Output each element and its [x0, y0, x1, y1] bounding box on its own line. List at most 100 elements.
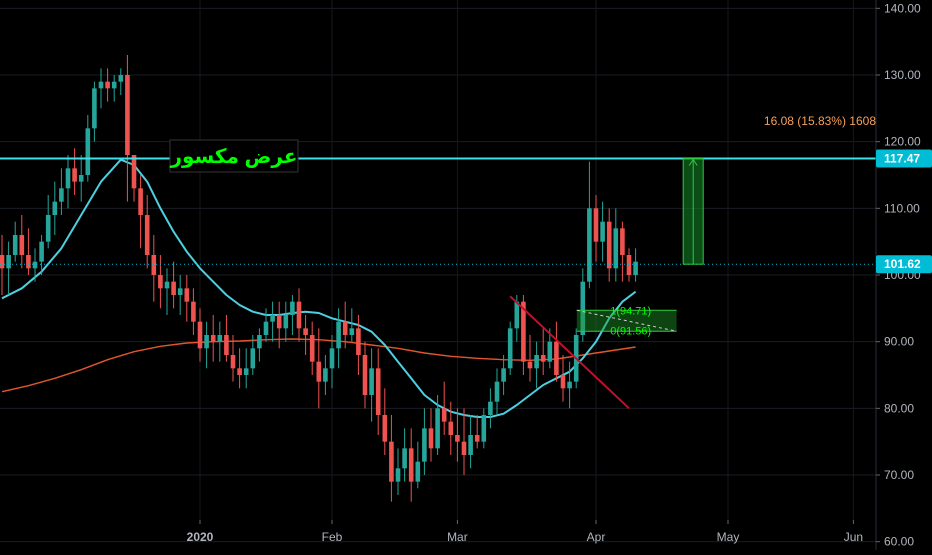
annotation-box: [169, 139, 299, 173]
x-tick-label: Jun: [844, 530, 863, 544]
candle-body: [72, 168, 77, 182]
candle-body: [131, 155, 137, 189]
last-price-tag: 101.62: [884, 257, 921, 271]
candle-body: [177, 288, 183, 295]
candle-body: [151, 255, 157, 275]
candle-body: [0, 255, 5, 269]
candle-body: [587, 208, 592, 282]
candle-body: [276, 315, 282, 329]
candle-body: [45, 215, 51, 242]
candle-body: [92, 88, 97, 129]
candle-body: [626, 255, 632, 275]
candle-body: [415, 461, 421, 482]
candle-body: [210, 335, 216, 342]
candle-body: [356, 328, 361, 355]
y-tick-label: 90.00: [884, 335, 914, 349]
candle-body: [39, 241, 44, 262]
candle-body: [78, 175, 84, 182]
candle-body: [336, 321, 341, 349]
y-axis[interactable]: 140.00130.00120.00110.00100.0090.0080.00…: [875, 0, 932, 550]
candle-body: [600, 221, 605, 242]
measure-label: 16.08 (15.83%) 1608: [764, 114, 876, 128]
candle-body: [19, 235, 25, 255]
candle-body: [448, 421, 454, 435]
candle-body: [296, 301, 302, 329]
candle-body: [237, 368, 242, 375]
y-tick-label: 140.00: [884, 1, 921, 15]
candle-body: [468, 435, 473, 455]
candlesticks: [0, 55, 638, 502]
candle-body: [243, 368, 249, 375]
drawing-tools[interactable]: عرض مكسور 16.08 (15.83%) 1608 1(94.71) 0(91…: [0, 114, 876, 410]
candle-body: [501, 368, 506, 382]
annotation-text: عرض مكسور: [170, 146, 298, 168]
candle-body: [270, 315, 275, 322]
candle-body: [197, 321, 203, 349]
fib-label-0: 0(91.56): [610, 325, 651, 337]
x-tick-label: Apr: [587, 530, 606, 544]
candle-body: [250, 348, 256, 369]
candle-body: [164, 281, 170, 289]
candle-body: [613, 228, 619, 269]
candle-body: [59, 188, 64, 202]
candle-body: [98, 81, 104, 89]
candle-body: [111, 81, 117, 89]
candle-body: [323, 368, 328, 382]
candle-body: [395, 468, 401, 482]
fib-diagonal: [576, 309, 677, 332]
candle-body: [349, 328, 355, 335]
candle-body: [580, 281, 586, 335]
candle-body: [85, 128, 91, 175]
candle-body: [191, 301, 196, 322]
candle-body: [316, 361, 322, 382]
y-tick-label: 130.00: [884, 68, 921, 82]
candle-body: [125, 75, 130, 155]
candle-body: [290, 301, 295, 315]
x-axis[interactable]: 2020 Feb Mar Apr May Jun: [187, 520, 863, 544]
y-tick-label: 120.00: [884, 135, 921, 149]
candle-body: [620, 228, 625, 255]
candle-body: [455, 435, 460, 442]
candle-body: [481, 415, 487, 442]
candle-body: [514, 301, 520, 329]
candle-body: [138, 188, 143, 215]
candle-body: [507, 328, 513, 369]
grid-lines: [0, 0, 876, 543]
x-tick-label: Feb: [322, 530, 343, 544]
candle-body: [362, 355, 368, 395]
candle-body: [118, 75, 124, 82]
candle-body: [26, 255, 31, 269]
candle-body: [408, 448, 414, 482]
candle-body: [435, 408, 440, 449]
candle-body: [554, 341, 559, 375]
candle-body: [105, 81, 110, 89]
candle-body: [158, 275, 163, 289]
candle-body: [441, 408, 447, 422]
candle-body: [567, 381, 572, 389]
candle-body: [428, 428, 434, 449]
candle-body: [540, 355, 546, 362]
candle-body: [488, 401, 493, 415]
y-tick-label: 60.00: [884, 535, 914, 549]
candle-body: [402, 448, 407, 469]
y-tick-label: 80.00: [884, 401, 914, 415]
measure-arrow-head: [688, 158, 698, 166]
candle-body: [184, 288, 190, 302]
candle-body: [375, 368, 381, 415]
last-price-tag-bg: [876, 255, 932, 274]
fib-label-1: 1(94.71): [610, 305, 651, 317]
candle-body: [633, 261, 638, 275]
candle-body: [560, 375, 566, 389]
x-tick-label: May: [717, 530, 740, 544]
candle-body: [32, 261, 38, 269]
candle-body: [257, 335, 262, 349]
candle-body: [224, 335, 229, 355]
candle-body: [217, 335, 223, 342]
candle-body: [52, 201, 58, 215]
candle-body: [422, 428, 427, 462]
y-tick-label: 70.00: [884, 468, 914, 482]
candle-body: [342, 321, 348, 335]
candle-body: [329, 348, 335, 369]
